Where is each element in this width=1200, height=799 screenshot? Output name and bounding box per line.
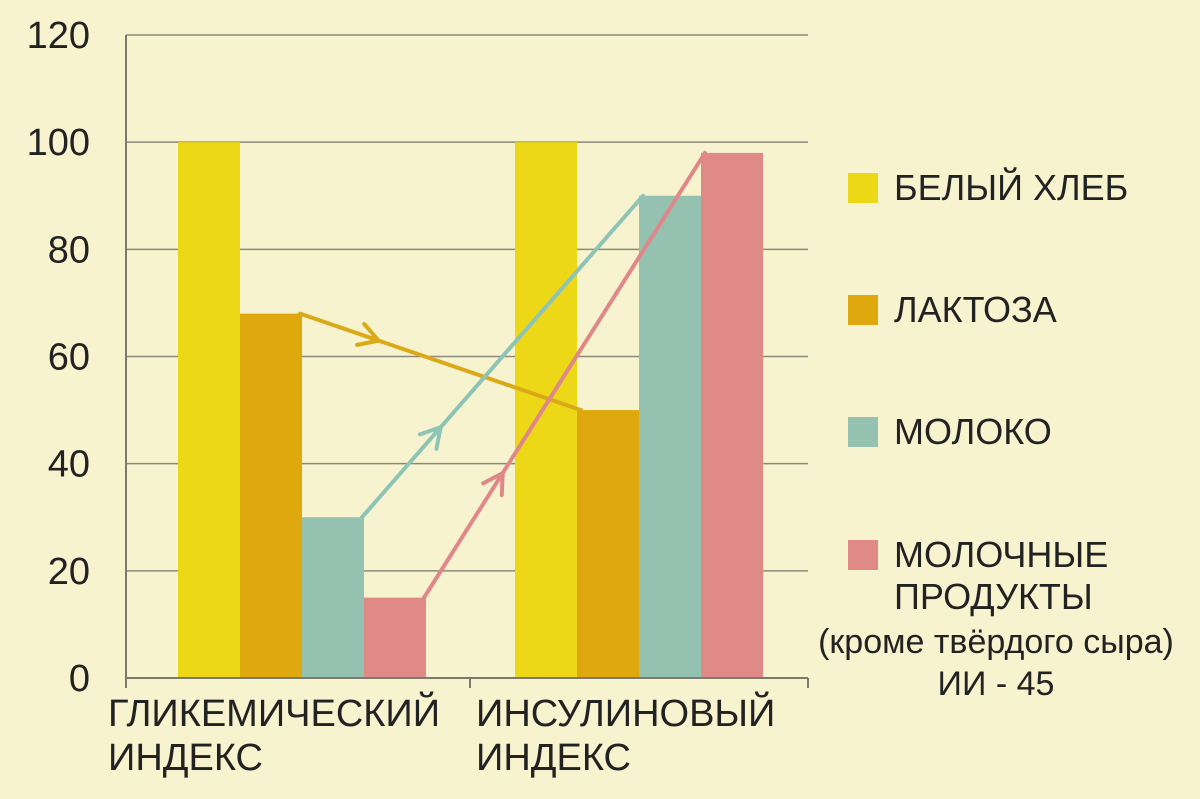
category-label: ИНДЕКС [108,737,263,779]
bar [178,142,240,678]
y-tick-label: 40 [48,444,90,486]
legend: БЕЛЫЙ ХЛЕБ ЛАКТОЗА МОЛОКО МОЛОЧНЫЕ ПРОДУ… [818,0,1198,799]
legend-label: ЛАКТОЗА [894,289,1057,330]
legend-item-lactose: ЛАКТОЗА [848,289,1057,331]
y-tick-label: 0 [69,658,90,700]
legend-item-dairy-products: МОЛОЧНЫЕ ПРОДУКТЫ [848,534,1108,618]
legend-swatch [848,540,878,570]
arrow-head [481,471,505,498]
arrow-2 [360,193,645,520]
arrow-3 [422,150,707,600]
legend-item-white-bread: БЕЛЫЙ ХЛЕБ [848,167,1128,209]
y-tick-label: 120 [27,15,90,57]
y-tick-label: 20 [48,551,90,593]
bar [364,597,426,678]
legend-swatch [848,295,878,325]
legend-label: МОЛОКО [894,411,1052,452]
bars [178,142,763,679]
legend-swatch [848,417,878,447]
category-label: ГЛИКЕМИЧЕСКИЙ [108,690,440,735]
y-tick-label: 100 [27,122,90,164]
legend-note-exception: (кроме твёрдого сыра) [818,623,1174,661]
arrow-head [355,322,381,347]
category-label: ИНДЕКС [476,737,631,779]
category-label: ИНСУЛИНОВЫЙ [476,690,775,735]
legend-note-insulin-index: ИИ - 45 [937,665,1055,703]
arrow-line [298,311,583,413]
y-tick-label: 80 [48,229,90,271]
bar [577,410,639,678]
y-tick-labels: 0 20 40 60 80 100 120 [27,15,90,700]
axes [125,35,809,688]
bar [639,195,701,678]
trend-arrows [298,150,707,600]
arrow-1 [298,311,583,413]
legend-label: МОЛОЧНЫЕ ПРОДУКТЫ [894,534,1109,617]
y-tick-label: 60 [48,337,90,379]
arrow-head [417,425,443,451]
arrow-line [360,193,645,520]
bar [701,152,763,679]
legend-item-milk: МОЛОКО [848,411,1052,453]
legend-swatch [848,173,878,203]
bar [515,142,577,678]
legend-label: БЕЛЫЙ ХЛЕБ [894,167,1129,208]
arrow-line [422,150,707,600]
bar [240,313,302,678]
bar [302,517,364,678]
